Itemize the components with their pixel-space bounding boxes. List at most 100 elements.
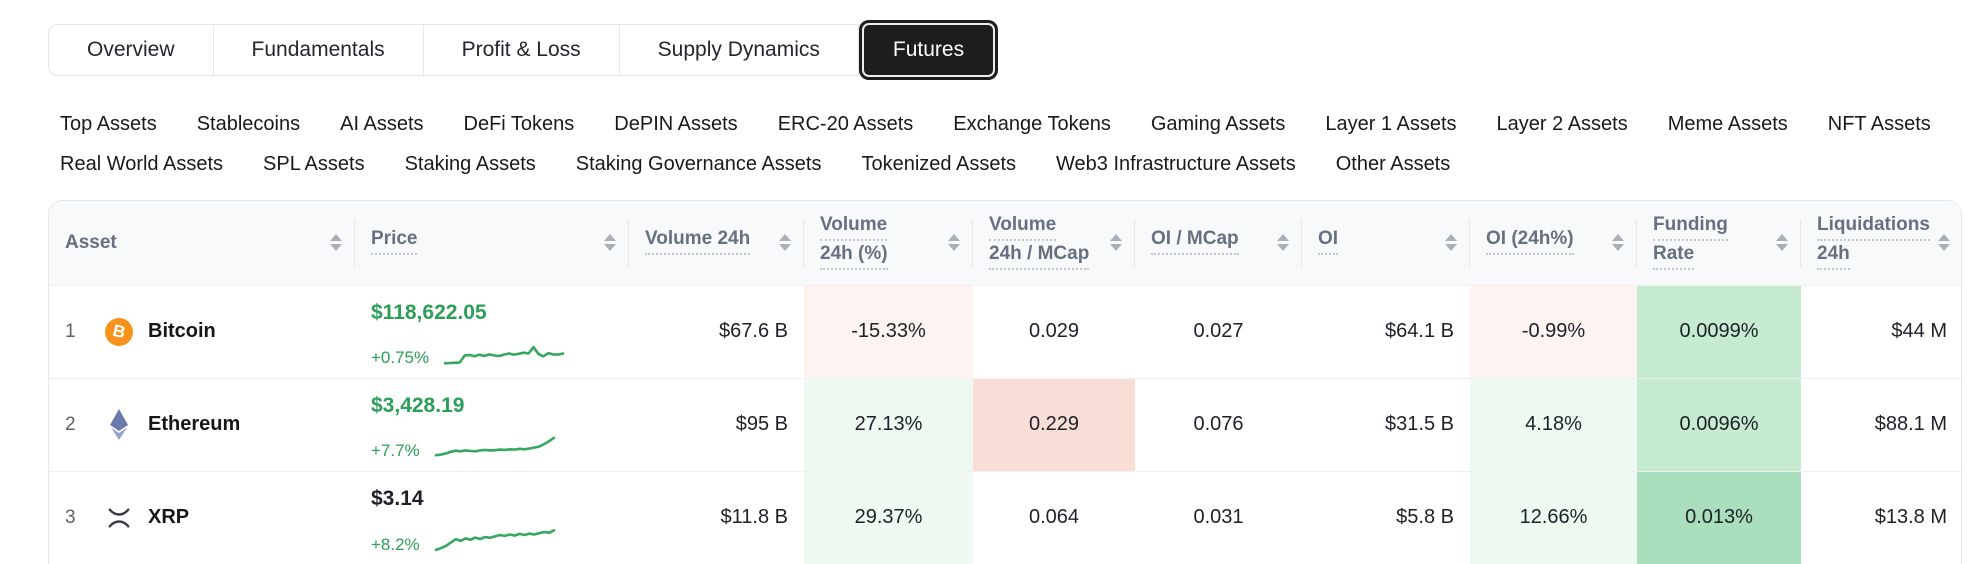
header-label: OI (24h%) <box>1486 228 1574 256</box>
price-sparkline <box>434 436 555 457</box>
category-layer2-assets[interactable]: Layer 2 Assets <box>1496 113 1628 135</box>
category-staking-governance-assets[interactable]: Staking Governance Assets <box>575 153 822 175</box>
table-row-xrp[interactable]: 3 XRP $3.14 +8.2% $11.8 B 29.37% 0.064 0… <box>49 471 1961 564</box>
cell-oi-mcap: 0.027 <box>1193 320 1244 342</box>
price-sparkline <box>443 345 565 365</box>
category-ai-assets[interactable]: AI Assets <box>340 113 424 135</box>
futures-table: Asset Price Volume 24h Volume 24h (%) Vol… <box>48 200 1962 564</box>
category-defi-tokens[interactable]: DeFi Tokens <box>463 113 575 135</box>
sort-icon[interactable] <box>1277 234 1289 252</box>
cell-funding-rate: 0.013% <box>1637 471 1801 564</box>
category-exchange-tokens[interactable]: Exchange Tokens <box>953 113 1111 135</box>
category-gaming-assets[interactable]: Gaming Assets <box>1150 113 1286 135</box>
cell-oi-24h: -0.99% <box>1470 285 1637 378</box>
header-label: Volume <box>820 214 888 241</box>
cell-volume-24h-mcap: 0.229 <box>973 378 1135 471</box>
column-header-price[interactable]: Price <box>355 201 629 285</box>
category-staking-assets[interactable]: Staking Assets <box>404 153 536 175</box>
tab-profit-loss[interactable]: Profit & Loss <box>423 25 620 75</box>
asset-name[interactable]: Bitcoin <box>148 320 216 342</box>
sort-icon[interactable] <box>1612 234 1624 252</box>
cell-volume-24h-pct: -15.33% <box>804 285 973 378</box>
category-row-1: Top Assets Stablecoins AI Assets DeFi To… <box>60 104 1968 144</box>
sort-icon[interactable] <box>604 234 616 252</box>
column-header-oi[interactable]: OI <box>1302 201 1470 285</box>
cell-volume-24h-mcap: 0.064 <box>1028 506 1080 529</box>
category-web3-infrastructure-assets[interactable]: Web3 Infrastructure Assets <box>1056 153 1296 175</box>
category-depin-assets[interactable]: DePIN Assets <box>614 113 738 135</box>
table-header-row: Asset Price Volume 24h Volume 24h (%) Vol… <box>49 201 1961 285</box>
cell-volume-24h: $11.8 B <box>720 506 788 529</box>
tab-overview[interactable]: Overview <box>49 25 214 75</box>
price: $3,428.19 <box>371 394 465 417</box>
view-tab-bar: Overview Fundamentals Profit & Loss Supp… <box>48 20 999 80</box>
sort-icon[interactable] <box>1445 234 1457 252</box>
tab-fundamentals[interactable]: Fundamentals <box>213 25 424 75</box>
column-header-oi-mcap[interactable]: OI / MCap <box>1135 201 1302 285</box>
cell-funding-rate: 0.0099% <box>1637 285 1801 378</box>
cell-volume-24h: $95 B <box>735 413 788 435</box>
price-change-24h: +0.75% <box>371 348 430 368</box>
header-label: Liquidations <box>1817 214 1930 241</box>
column-header-liquidations-24h[interactable]: Liquidations 24h <box>1801 201 1961 285</box>
category-top-assets[interactable]: Top Assets <box>60 113 157 135</box>
price-change-24h: +8.2% <box>371 534 420 554</box>
cell-oi-mcap: 0.031 <box>1193 506 1244 529</box>
header-label: Asset <box>65 231 117 253</box>
table-row-bitcoin[interactable]: 1 B Bitcoin $118,622.05 +0.75% $67.6 B -… <box>49 285 1961 378</box>
cell-oi-mcap: 0.076 <box>1193 413 1244 435</box>
header-label: Volume <box>989 214 1057 241</box>
cell-oi-24h: 4.18% <box>1470 378 1637 471</box>
price-change-24h: +7.7% <box>371 441 420 461</box>
tab-supply-dynamics[interactable]: Supply Dynamics <box>619 25 859 75</box>
header-label: Funding <box>1653 214 1728 241</box>
cell-oi-24h: 12.66% <box>1470 471 1637 564</box>
category-real-world-assets[interactable]: Real World Assets <box>60 153 224 175</box>
column-header-funding-rate[interactable]: Funding Rate <box>1637 201 1801 285</box>
column-header-volume-24h[interactable]: Volume 24h <box>629 201 804 285</box>
category-layer1-assets[interactable]: Layer 1 Assets <box>1325 113 1457 135</box>
rank: 1 <box>65 320 76 342</box>
asset-name[interactable]: Ethereum <box>148 413 241 435</box>
ethereum-icon <box>105 409 133 440</box>
tab-futures[interactable]: Futures <box>858 20 999 80</box>
bitcoin-icon: B <box>105 317 133 346</box>
price: $118,622.05 <box>371 301 487 324</box>
header-label: OI <box>1318 228 1339 256</box>
cell-liquidations-24h: $44 M <box>1891 320 1947 342</box>
cell-volume-24h-pct: 27.13% <box>804 378 973 471</box>
cell-volume-24h-mcap: 0.029 <box>1028 320 1080 342</box>
cell-volume-24h-pct: 29.37% <box>804 471 973 564</box>
header-label: Price <box>371 228 418 256</box>
sort-icon[interactable] <box>1110 234 1122 252</box>
sort-icon[interactable] <box>1938 234 1950 252</box>
column-header-oi-24h[interactable]: OI (24h%) <box>1470 201 1637 285</box>
table-row-ethereum[interactable]: 2 Ethereum $3,428.19 +7.7% $95 B 27.13% … <box>49 378 1961 471</box>
header-label: Volume 24h <box>645 228 751 256</box>
cell-oi: $64.1 B <box>1385 320 1454 342</box>
sort-icon[interactable] <box>779 234 791 252</box>
category-spl-assets[interactable]: SPL Assets <box>263 153 365 175</box>
asset-name[interactable]: XRP <box>148 506 190 529</box>
column-header-asset[interactable]: Asset <box>49 201 355 285</box>
category-tokenized-assets[interactable]: Tokenized Assets <box>861 153 1016 175</box>
sort-icon[interactable] <box>330 234 342 252</box>
category-stablecoins[interactable]: Stablecoins <box>196 113 301 135</box>
category-meme-assets[interactable]: Meme Assets <box>1667 113 1788 135</box>
category-nft-assets[interactable]: NFT Assets <box>1827 113 1931 135</box>
sort-icon[interactable] <box>1776 234 1788 252</box>
column-header-volume-24h-pct[interactable]: Volume 24h (%) <box>804 201 973 285</box>
price: $3.14 <box>371 487 424 511</box>
rank: 2 <box>65 413 76 435</box>
header-label: OI / MCap <box>1151 228 1239 256</box>
sort-icon[interactable] <box>948 234 960 252</box>
cell-oi: $31.5 B <box>1385 413 1454 435</box>
cell-funding-rate: 0.0096% <box>1637 378 1801 471</box>
asset-category-filters: Top Assets Stablecoins AI Assets DeFi To… <box>60 104 1968 184</box>
cell-liquidations-24h: $13.8 M <box>1874 506 1947 529</box>
column-header-volume-24h-mcap[interactable]: Volume 24h / MCap <box>973 201 1135 285</box>
xrp-icon <box>105 504 133 532</box>
category-other-assets[interactable]: Other Assets <box>1335 153 1451 175</box>
price-sparkline <box>434 529 555 552</box>
category-erc20-assets[interactable]: ERC-20 Assets <box>777 113 914 135</box>
